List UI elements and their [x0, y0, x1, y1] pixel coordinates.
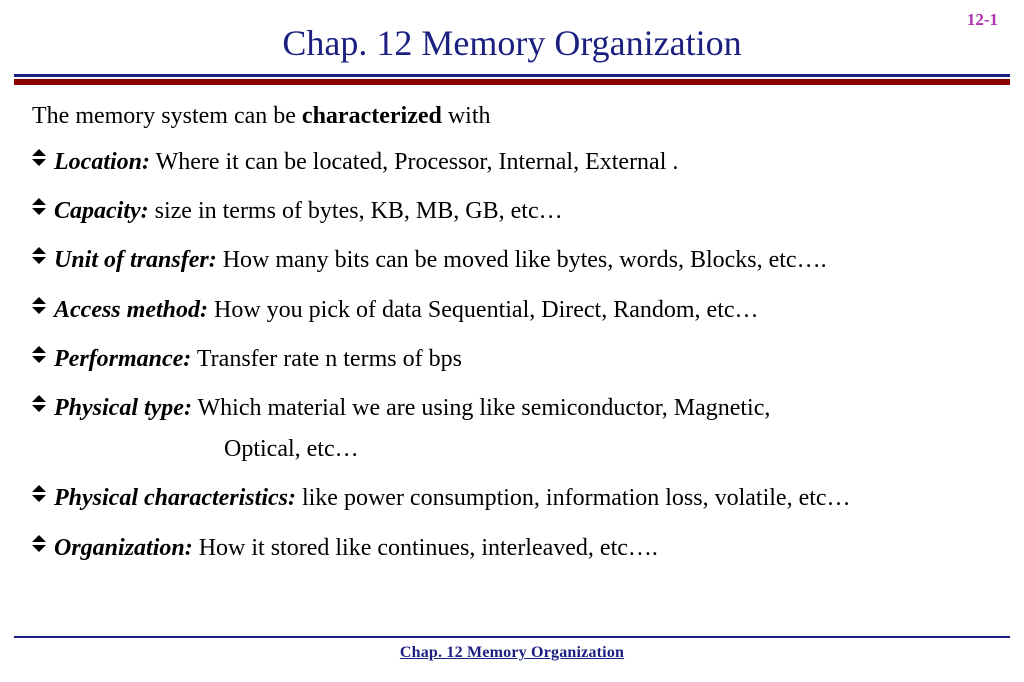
- bullet-item: Access method: How you pick of data Sequ…: [28, 292, 996, 329]
- item-term: Access method:: [54, 297, 208, 323]
- item-desc: like power consumption, information loss…: [296, 485, 851, 511]
- item-continuation: Optical, etc…: [54, 431, 996, 468]
- bullet-item: Performance: Transfer rate n terms of bp…: [28, 341, 996, 378]
- slide-body: The memory system can be characterized w…: [0, 85, 1024, 567]
- item-term: Unit of transfer:: [54, 247, 217, 273]
- item-desc: How many bits can be moved like bytes, w…: [217, 247, 827, 273]
- bullet-item: Unit of transfer: How many bits can be m…: [28, 242, 996, 279]
- item-term: Physical type:: [54, 395, 192, 421]
- item-desc: Which material we are using like semicon…: [192, 395, 770, 421]
- diamond-bullet-icon: [30, 149, 48, 167]
- divider-blue: [14, 74, 1010, 77]
- bullet-item: Location: Where it can be located, Proce…: [28, 144, 996, 181]
- diamond-bullet-icon: [30, 535, 48, 553]
- item-desc: Transfer rate n terms of bps: [191, 346, 462, 372]
- bullet-item: Organization: How it stored like continu…: [28, 530, 996, 567]
- bullet-item: Physical characteristics: like power con…: [28, 480, 996, 517]
- diamond-bullet-icon: [30, 198, 48, 216]
- intro-pre: The memory system can be: [32, 103, 302, 129]
- item-desc: size in terms of bytes, KB, MB, GB, etc…: [149, 198, 563, 224]
- bullet-item: Physical type: Which material we are usi…: [28, 390, 996, 468]
- item-term: Capacity:: [54, 198, 149, 224]
- intro-post: with: [442, 103, 491, 129]
- slide-header: 12-1 Chap. 12 Memory Organization: [0, 0, 1024, 64]
- diamond-bullet-icon: [30, 297, 48, 315]
- item-desc: Where it can be located, Processor, Inte…: [150, 149, 678, 175]
- diamond-bullet-icon: [30, 247, 48, 265]
- bullet-item: Capacity: size in terms of bytes, KB, MB…: [28, 193, 996, 230]
- bullet-list: Location: Where it can be located, Proce…: [28, 144, 996, 567]
- page-number: 12-1: [967, 10, 998, 30]
- item-desc: How you pick of data Sequential, Direct,…: [208, 297, 759, 323]
- diamond-bullet-icon: [30, 395, 48, 413]
- slide-title: Chap. 12 Memory Organization: [0, 22, 1024, 64]
- intro-bold: characterized: [302, 103, 442, 129]
- item-term: Physical characteristics:: [54, 485, 296, 511]
- footer-text: Chap. 12 Memory Organization: [0, 644, 1024, 662]
- diamond-bullet-icon: [30, 485, 48, 503]
- item-term: Organization:: [54, 535, 193, 561]
- item-term: Location:: [54, 149, 150, 175]
- intro-line: The memory system can be characterized w…: [32, 103, 996, 130]
- diamond-bullet-icon: [30, 346, 48, 364]
- item-term: Performance:: [54, 346, 191, 372]
- footer-rule: [14, 636, 1010, 638]
- slide-footer: Chap. 12 Memory Organization: [0, 636, 1024, 662]
- item-desc: How it stored like continues, interleave…: [193, 535, 658, 561]
